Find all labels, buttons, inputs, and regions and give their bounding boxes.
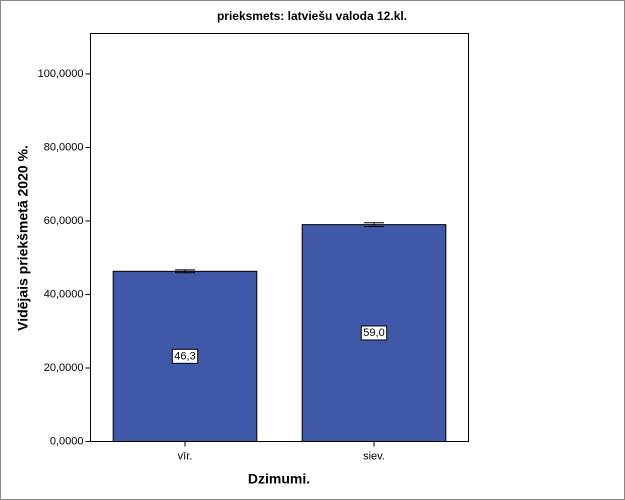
y-axis-label: Vidējais priekšmetā 2020 %. <box>15 145 31 331</box>
chart-title: prieksmets: latviešu valoda 12.kl. <box>217 9 407 23</box>
error-bar <box>364 222 384 227</box>
y-tick-label: 80,0000 <box>44 141 84 153</box>
y-tick-label: 40,0000 <box>44 288 84 300</box>
value-label: 59,0 <box>363 327 384 339</box>
value-label: 46,3 <box>174 350 195 362</box>
x-tick-label: siev. <box>363 450 385 462</box>
x-axis-label: Dzimumi. <box>248 471 310 487</box>
value-label-box <box>360 325 388 341</box>
y-tick-label: 100,0000 <box>38 68 84 80</box>
y-tick-label: 0,0000 <box>50 435 84 447</box>
x-tick-label: vīr. <box>178 450 193 462</box>
value-label-box <box>171 348 199 364</box>
error-bar <box>175 269 195 274</box>
y-tick-label: 60,0000 <box>44 215 84 227</box>
y-tick-label: 20,0000 <box>44 362 84 374</box>
